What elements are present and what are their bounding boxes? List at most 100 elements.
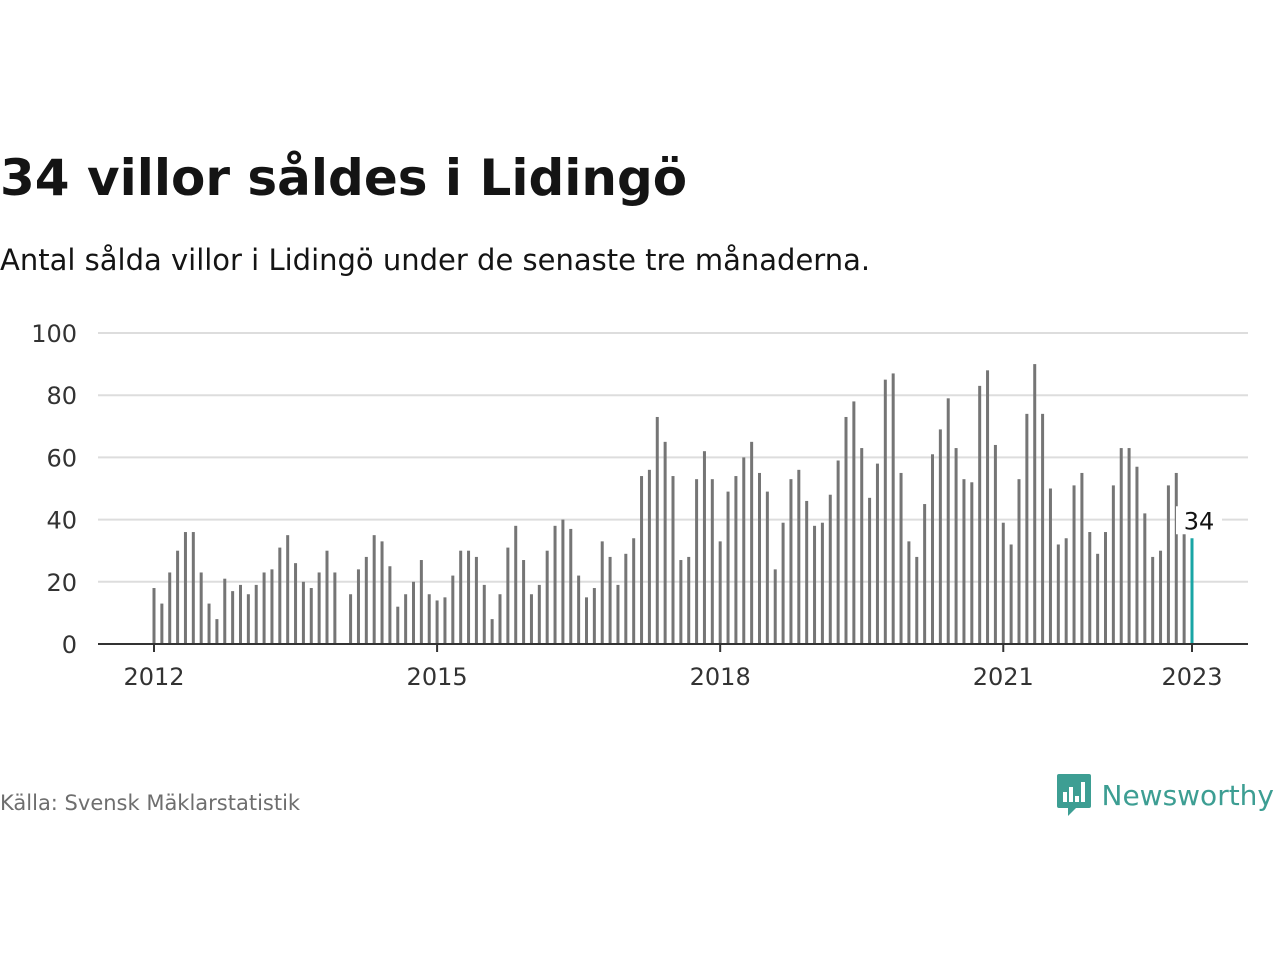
bar (223, 578, 227, 644)
bar (986, 370, 990, 644)
bar (600, 541, 604, 644)
bar (443, 597, 447, 644)
bar (1088, 532, 1092, 644)
bar (907, 541, 911, 644)
bar (356, 569, 360, 644)
annotation-label: 34 (1184, 507, 1215, 535)
x-tick-label: 2021 (973, 663, 1034, 691)
bar (899, 472, 903, 644)
bar (380, 541, 384, 644)
bar (498, 594, 502, 644)
bar (820, 522, 824, 644)
bar (1033, 364, 1037, 644)
bar (569, 528, 573, 644)
bar (388, 566, 392, 644)
bar (1080, 472, 1084, 644)
bar (679, 560, 683, 644)
source-note: Källa: Svensk Mäklarstatistik (0, 791, 301, 815)
brand-name: Newsworthy (1101, 778, 1275, 812)
bar (891, 373, 895, 644)
bar (1056, 544, 1060, 644)
bar (545, 550, 549, 644)
x-tick-label: 2015 (407, 663, 468, 691)
bar (286, 535, 290, 644)
bar (514, 525, 518, 644)
bar (1048, 488, 1052, 644)
bar (1064, 538, 1068, 644)
annotation-bg (1176, 506, 1222, 535)
bar (239, 584, 242, 644)
bar (396, 606, 400, 644)
bar (176, 550, 180, 644)
x-tick-label: 2023 (1161, 663, 1222, 691)
bar (883, 379, 887, 644)
bar (1072, 485, 1076, 644)
y-tick-label: 80 (46, 382, 77, 410)
bar (1025, 413, 1029, 644)
bar-highlight (1190, 538, 1194, 644)
bar (813, 525, 817, 644)
x-tick-label: 2018 (690, 663, 751, 691)
y-axis-ticks: 0 20 40 60 80 100 (31, 320, 77, 659)
bar (923, 504, 927, 644)
bar (451, 575, 455, 644)
bar (317, 572, 321, 644)
bar (482, 584, 486, 644)
bar (522, 560, 526, 644)
bar (191, 532, 195, 644)
bar (970, 482, 974, 644)
bar (954, 448, 958, 644)
y-tick-label: 60 (46, 444, 77, 472)
bar (773, 569, 777, 644)
bar (718, 541, 722, 644)
bar (789, 479, 793, 644)
bar (1174, 472, 1178, 644)
bar (152, 588, 156, 644)
bar (183, 532, 187, 644)
bars (152, 364, 1194, 644)
bar (372, 535, 376, 644)
bar (1041, 413, 1045, 644)
bar (860, 448, 864, 644)
bar (270, 569, 274, 644)
bar (592, 588, 596, 644)
bar (561, 519, 565, 644)
bar (333, 572, 337, 644)
bar (231, 591, 235, 644)
bar (585, 597, 588, 644)
y-tick-label: 0 (62, 631, 77, 659)
bar (726, 491, 730, 644)
bar (702, 451, 706, 644)
bar (836, 460, 840, 644)
bar (412, 581, 415, 644)
bar (875, 463, 879, 644)
bar (946, 398, 950, 644)
bar (537, 584, 541, 644)
bar (506, 547, 510, 644)
bar (246, 594, 250, 644)
bar-chart: 0 20 40 60 80 100 2012 2015 2018 2021 2023 34 (31, 320, 1248, 691)
bar (325, 550, 329, 644)
bar (993, 444, 997, 644)
bar (1135, 466, 1139, 644)
bar (978, 385, 982, 644)
bar (647, 469, 651, 644)
bar (624, 553, 628, 644)
y-tick-label: 100 (31, 320, 77, 348)
bar (1111, 485, 1115, 644)
bar (931, 454, 934, 644)
bar (640, 476, 644, 644)
bar (781, 522, 785, 644)
chart-title: 34 villor såldes i Lidingö (0, 149, 688, 207)
bar (742, 457, 746, 644)
bar (1119, 448, 1123, 644)
bar (734, 476, 738, 644)
x-axis-ticks: 2012 2015 2018 2021 2023 (123, 644, 1223, 691)
grid-lines (98, 332, 1248, 583)
bar (765, 491, 769, 644)
brand-logo[interactable]: Newsworthy (1056, 772, 1275, 818)
bar (828, 494, 832, 644)
bar (577, 575, 581, 644)
bar (553, 525, 557, 644)
bar (427, 594, 431, 644)
